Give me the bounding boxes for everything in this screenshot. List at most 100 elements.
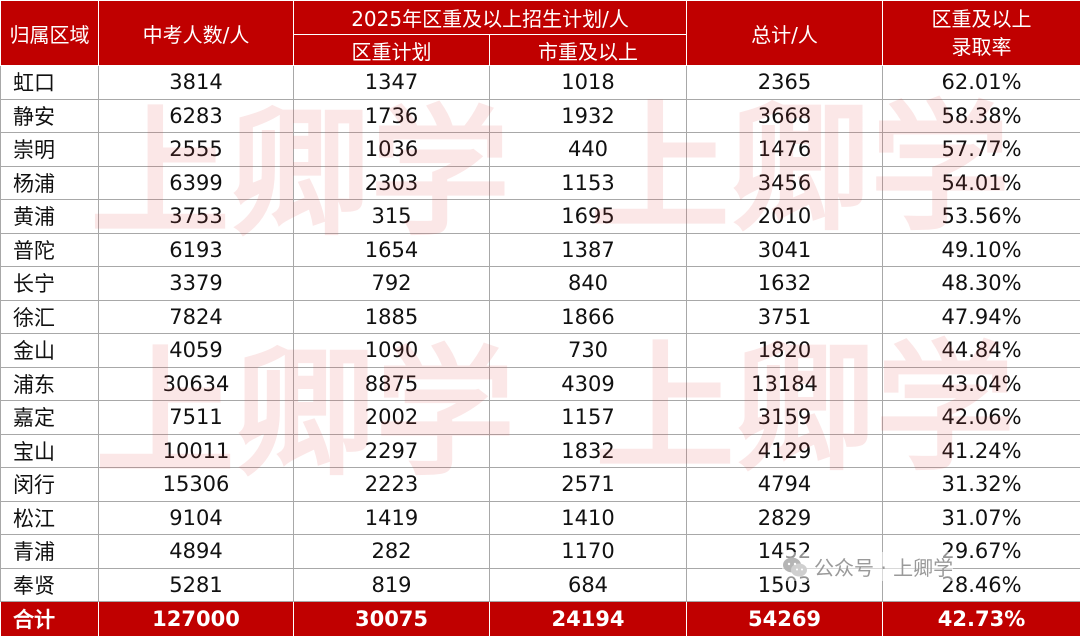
cell-rate: 48.30%	[883, 267, 1080, 301]
cell-total: 1820	[687, 334, 883, 368]
header-region: 归属区域	[1, 1, 99, 66]
cell-city-plan: 684	[490, 568, 687, 602]
wechat-icon	[782, 556, 808, 578]
cell-region: 金山	[1, 334, 99, 368]
cell-city-plan: 1387	[490, 233, 687, 267]
cell-total: 2010	[687, 200, 883, 234]
cell-district-plan: 282	[294, 535, 490, 569]
table-footer: 合计 127000 30075 24194 54269 42.73%	[1, 602, 1080, 637]
cell-exam-count: 3379	[99, 267, 294, 301]
cell-exam-count: 3814	[99, 66, 294, 100]
cell-exam-count: 4894	[99, 535, 294, 569]
wechat-account-badge: 公众号 · 上卿学	[782, 552, 953, 581]
cell-city-plan: 840	[490, 267, 687, 301]
cell-rate: 31.07%	[883, 501, 1080, 535]
cell-total: 1632	[687, 267, 883, 301]
total-rate: 42.73%	[883, 602, 1080, 637]
cell-total: 13184	[687, 367, 883, 401]
cell-total: 4794	[687, 468, 883, 502]
cell-region: 闵行	[1, 468, 99, 502]
cell-city-plan: 1832	[490, 434, 687, 468]
header-plan-group: 2025年区重及以上招生计划/人	[294, 1, 687, 35]
cell-district-plan: 2303	[294, 166, 490, 200]
cell-city-plan: 1932	[490, 99, 687, 133]
cell-rate: 31.32%	[883, 468, 1080, 502]
cell-exam-count: 2555	[99, 133, 294, 167]
wechat-account-text: 公众号 · 上卿学	[814, 552, 953, 581]
cell-rate: 49.10%	[883, 233, 1080, 267]
cell-district-plan: 1885	[294, 300, 490, 334]
cell-exam-count: 9104	[99, 501, 294, 535]
cell-rate: 58.38%	[883, 99, 1080, 133]
cell-region: 普陀	[1, 233, 99, 267]
cell-city-plan: 1866	[490, 300, 687, 334]
cell-total: 3456	[687, 166, 883, 200]
header-total: 总计/人	[687, 1, 883, 66]
cell-city-plan: 2571	[490, 468, 687, 502]
cell-district-plan: 1736	[294, 99, 490, 133]
cell-city-plan: 4309	[490, 367, 687, 401]
cell-city-plan: 1157	[490, 401, 687, 435]
cell-exam-count: 4059	[99, 334, 294, 368]
cell-rate: 62.01%	[883, 66, 1080, 100]
cell-city-plan: 1018	[490, 66, 687, 100]
cell-region: 宝山	[1, 434, 99, 468]
cell-total: 2829	[687, 501, 883, 535]
cell-city-plan: 1695	[490, 200, 687, 234]
cell-rate: 42.06%	[883, 401, 1080, 435]
cell-exam-count: 15306	[99, 468, 294, 502]
header-exam-count: 中考人数/人	[99, 1, 294, 66]
cell-exam-count: 3753	[99, 200, 294, 234]
header-city-plan: 市重及以上	[490, 35, 687, 66]
cell-exam-count: 5281	[99, 568, 294, 602]
cell-exam-count: 7824	[99, 300, 294, 334]
cell-exam-count: 6193	[99, 233, 294, 267]
total-exam-count: 127000	[99, 602, 294, 637]
cell-exam-count: 6283	[99, 99, 294, 133]
cell-district-plan: 1090	[294, 334, 490, 368]
cell-total: 2365	[687, 66, 883, 100]
cell-total: 1476	[687, 133, 883, 167]
cell-city-plan: 1410	[490, 501, 687, 535]
cell-region: 徐汇	[1, 300, 99, 334]
cell-district-plan: 1347	[294, 66, 490, 100]
cell-region: 虹口	[1, 66, 99, 100]
cell-rate: 54.01%	[883, 166, 1080, 200]
cell-district-plan: 819	[294, 568, 490, 602]
cell-district-plan: 2002	[294, 401, 490, 435]
cell-exam-count: 10011	[99, 434, 294, 468]
cell-region: 浦东	[1, 367, 99, 401]
cell-district-plan: 8875	[294, 367, 490, 401]
cell-rate: 47.94%	[883, 300, 1080, 334]
cell-region: 静安	[1, 99, 99, 133]
cell-exam-count: 7511	[99, 401, 294, 435]
cell-district-plan: 1419	[294, 501, 490, 535]
cell-city-plan: 1170	[490, 535, 687, 569]
cell-rate: 43.04%	[883, 367, 1080, 401]
cell-region: 松江	[1, 501, 99, 535]
cell-district-plan: 2223	[294, 468, 490, 502]
cell-rate: 44.84%	[883, 334, 1080, 368]
cell-region: 嘉定	[1, 401, 99, 435]
header-district-plan: 区重计划	[294, 35, 490, 66]
cell-region: 崇明	[1, 133, 99, 167]
cell-total: 4129	[687, 434, 883, 468]
cell-total: 3041	[687, 233, 883, 267]
cell-city-plan: 440	[490, 133, 687, 167]
cell-region: 黄浦	[1, 200, 99, 234]
cell-total: 3159	[687, 401, 883, 435]
